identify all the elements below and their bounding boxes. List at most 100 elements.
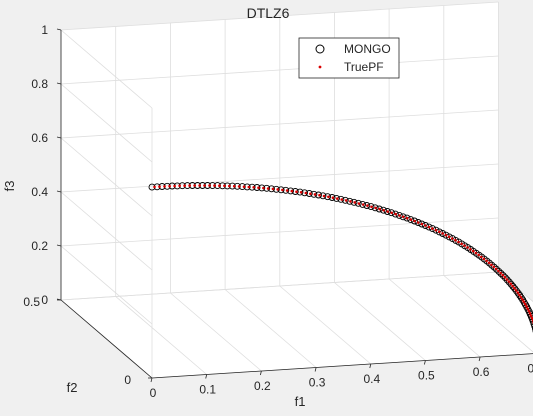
truepf-point bbox=[410, 218, 413, 221]
x-tick-label: 0.3 bbox=[309, 376, 326, 390]
x-tick-label: 0.6 bbox=[473, 365, 490, 379]
truepf-point bbox=[248, 186, 251, 189]
truepf-point bbox=[178, 185, 181, 188]
legend-marker-truepf bbox=[319, 66, 322, 69]
truepf-point bbox=[463, 244, 466, 247]
truepf-point bbox=[243, 185, 246, 188]
truepf-point bbox=[475, 252, 478, 255]
truepf-point bbox=[428, 226, 431, 229]
legend: MONGO TruePF bbox=[299, 38, 399, 78]
truepf-point bbox=[448, 236, 451, 239]
z-tick-label: 0.2 bbox=[31, 239, 48, 253]
truepf-point bbox=[402, 216, 405, 219]
truepf-point bbox=[309, 192, 312, 195]
truepf-point bbox=[480, 256, 483, 259]
truepf-point bbox=[520, 296, 523, 299]
truepf-point bbox=[438, 231, 441, 234]
truepf-point bbox=[238, 185, 241, 188]
truepf-point bbox=[495, 268, 498, 271]
truepf-point bbox=[382, 209, 385, 212]
truepf-point bbox=[435, 229, 438, 232]
truepf-point bbox=[516, 291, 519, 294]
z-tick-label: 0.8 bbox=[31, 77, 48, 91]
truepf-point bbox=[233, 185, 236, 188]
truepf-point bbox=[406, 217, 409, 220]
truepf-point bbox=[499, 272, 502, 275]
truepf-point bbox=[340, 198, 343, 201]
truepf-point bbox=[424, 224, 427, 227]
x-tick-label: 0.1 bbox=[199, 383, 216, 397]
truepf-point bbox=[472, 250, 475, 253]
truepf-point bbox=[504, 276, 507, 279]
z-tick-label: 0.4 bbox=[31, 185, 48, 199]
truepf-point bbox=[529, 312, 532, 315]
y-tick-label: 0 bbox=[124, 373, 131, 387]
truepf-point bbox=[398, 214, 401, 217]
truepf-point bbox=[485, 260, 488, 263]
truepf-point bbox=[257, 186, 260, 189]
truepf-point bbox=[528, 310, 531, 313]
truepf-point bbox=[441, 232, 444, 235]
truepf-point bbox=[223, 185, 226, 188]
truepf-point bbox=[488, 262, 491, 265]
truepf-point bbox=[203, 184, 206, 187]
truepf-point bbox=[295, 190, 298, 193]
truepf-point bbox=[300, 191, 303, 194]
truepf-point bbox=[370, 206, 373, 209]
truepf-point bbox=[394, 213, 397, 216]
truepf-point bbox=[374, 207, 377, 210]
truepf-point bbox=[272, 188, 275, 191]
truepf-point bbox=[153, 186, 156, 189]
truepf-point bbox=[318, 194, 321, 197]
truepf-point bbox=[509, 282, 512, 285]
truepf-point bbox=[252, 186, 255, 189]
legend-label-mongo: MONGO bbox=[344, 42, 391, 56]
truepf-point bbox=[228, 185, 231, 188]
truepf-point bbox=[457, 241, 460, 244]
truepf-point bbox=[281, 189, 284, 192]
z-axis-label: f3 bbox=[2, 181, 17, 192]
y-tick-label: 0.5 bbox=[23, 295, 40, 309]
truepf-point bbox=[530, 314, 533, 317]
truepf-point bbox=[524, 303, 527, 306]
truepf-point bbox=[490, 264, 493, 267]
truepf-point bbox=[451, 237, 454, 240]
truepf-point bbox=[291, 190, 294, 193]
x-axis-label: f1 bbox=[295, 394, 306, 409]
x-tick-label: 0 bbox=[150, 386, 157, 400]
x-tick-label: 0.2 bbox=[254, 379, 271, 393]
chart-title: DTLZ6 bbox=[247, 5, 290, 21]
truepf-point bbox=[431, 227, 434, 230]
truepf-point bbox=[286, 189, 289, 192]
legend-label-truepf: TruePF bbox=[344, 60, 384, 74]
truepf-point bbox=[336, 197, 339, 200]
truepf-point bbox=[198, 184, 201, 187]
x-tick-label: 0.5 bbox=[418, 369, 435, 383]
truepf-point bbox=[193, 184, 196, 187]
truepf-point bbox=[353, 201, 356, 204]
truepf-point bbox=[417, 221, 420, 224]
truepf-point bbox=[513, 287, 516, 290]
truepf-point bbox=[158, 185, 161, 188]
truepf-point bbox=[506, 278, 509, 281]
truepf-point bbox=[323, 195, 326, 198]
truepf-point bbox=[276, 188, 279, 191]
truepf-point bbox=[454, 239, 457, 242]
truepf-point bbox=[163, 185, 166, 188]
truepf-point bbox=[386, 210, 389, 213]
truepf-point bbox=[173, 185, 176, 188]
truepf-point bbox=[213, 184, 216, 187]
truepf-point bbox=[378, 208, 381, 211]
truepf-point bbox=[497, 270, 500, 273]
truepf-point bbox=[345, 199, 348, 202]
truepf-point bbox=[358, 202, 361, 205]
truepf-point bbox=[483, 258, 486, 261]
truepf-point bbox=[525, 305, 528, 308]
truepf-point bbox=[183, 184, 186, 187]
truepf-point bbox=[445, 234, 448, 237]
truepf-point bbox=[522, 300, 525, 303]
truepf-point bbox=[362, 203, 365, 206]
truepf-point bbox=[469, 248, 472, 251]
